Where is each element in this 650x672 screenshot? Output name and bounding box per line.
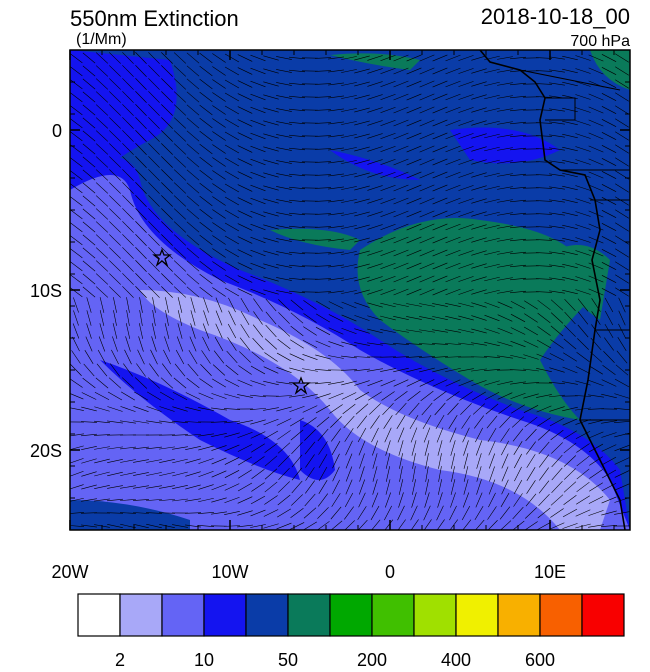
x-tick-label: 20W — [51, 562, 88, 582]
colorbar-label: 600 — [525, 650, 555, 667]
x-tick-label: 10E — [534, 562, 566, 582]
colorbar-box — [372, 594, 414, 636]
title: 550nm Extinction — [70, 6, 239, 31]
units: (1/Mm) — [76, 31, 127, 48]
colorbar-label: 400 — [441, 650, 471, 667]
x-tick-label: 0 — [385, 562, 395, 582]
colorbar-label: 200 — [357, 650, 387, 667]
x-tick-label: 10W — [211, 562, 248, 582]
y-tick-label: 0 — [52, 121, 62, 141]
colorbar-box — [204, 594, 246, 636]
colorbar-box — [162, 594, 204, 636]
colorbar-box — [120, 594, 162, 636]
colorbar-box — [330, 594, 372, 636]
colorbar-box — [498, 594, 540, 636]
colorbar-label: 10 — [194, 650, 214, 667]
field — [68, 50, 630, 533]
colorbar-box — [456, 594, 498, 636]
colorbar-label: 50 — [278, 650, 298, 667]
colorbar-box — [540, 594, 582, 636]
colorbar-box — [78, 594, 120, 636]
colorbar-label: 2 — [115, 650, 125, 667]
level: 700 hPa — [570, 33, 630, 50]
y-tick-label: 20S — [30, 441, 62, 461]
colorbar-box — [288, 594, 330, 636]
colorbar-box — [246, 594, 288, 636]
y-tick-label: 10S — [30, 281, 62, 301]
colorbar-box — [414, 594, 456, 636]
date: 2018-10-18_00 — [481, 4, 630, 29]
colorbar-box — [582, 594, 624, 636]
